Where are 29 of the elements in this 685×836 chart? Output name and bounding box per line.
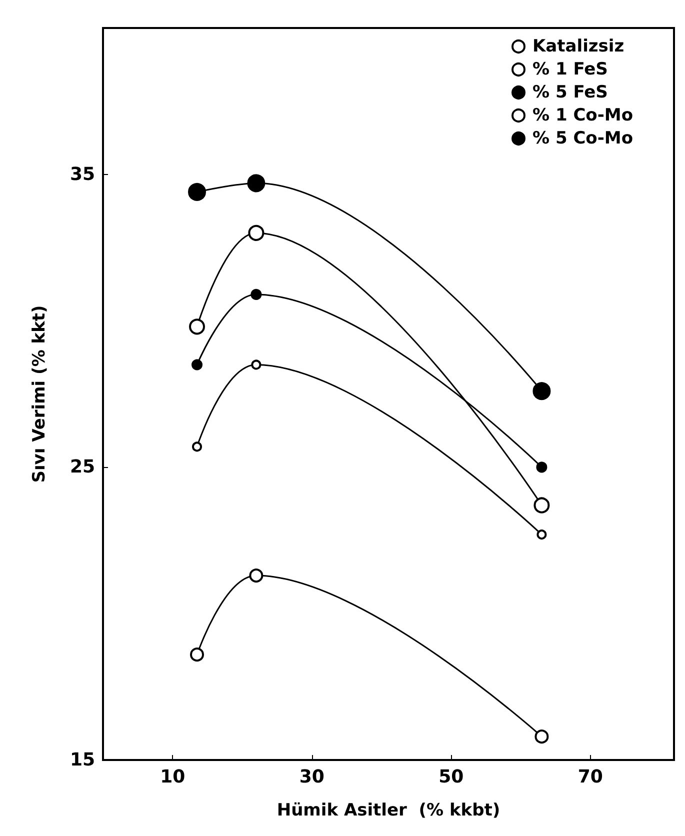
point — [192, 359, 203, 370]
legend-label: % 1 FeS — [532, 60, 608, 80]
point — [189, 318, 206, 335]
point — [534, 497, 550, 514]
point — [188, 182, 206, 201]
x-tick-label: 70 — [578, 766, 603, 788]
legend-label: Katalizsiz — [532, 36, 624, 56]
point — [192, 442, 202, 452]
legend-label: % 1 Co-Mo — [532, 106, 634, 126]
y-tick-label: 15 — [70, 750, 95, 770]
point — [249, 568, 264, 583]
point — [536, 530, 547, 540]
point — [251, 360, 262, 370]
legend-label: % 5 Co-Mo — [532, 128, 634, 148]
y-tick-label: 25 — [70, 456, 95, 478]
point — [250, 288, 262, 300]
legend-label: % 5 FeS — [532, 82, 608, 102]
x-tick-label: 30 — [299, 766, 324, 788]
point — [534, 730, 549, 744]
point — [190, 648, 204, 662]
x-tick-label: 50 — [438, 766, 464, 788]
point — [532, 382, 551, 400]
x-tick-label: 10 — [160, 766, 186, 788]
point — [536, 462, 548, 473]
x-axis-title: Hümik Asitler (% kkbt) — [276, 800, 500, 820]
point — [248, 224, 264, 241]
y-tick-label: 35 — [70, 164, 95, 185]
y-axis-title: Sıvı Verimi (% kkt) — [30, 305, 50, 483]
point — [247, 174, 266, 192]
